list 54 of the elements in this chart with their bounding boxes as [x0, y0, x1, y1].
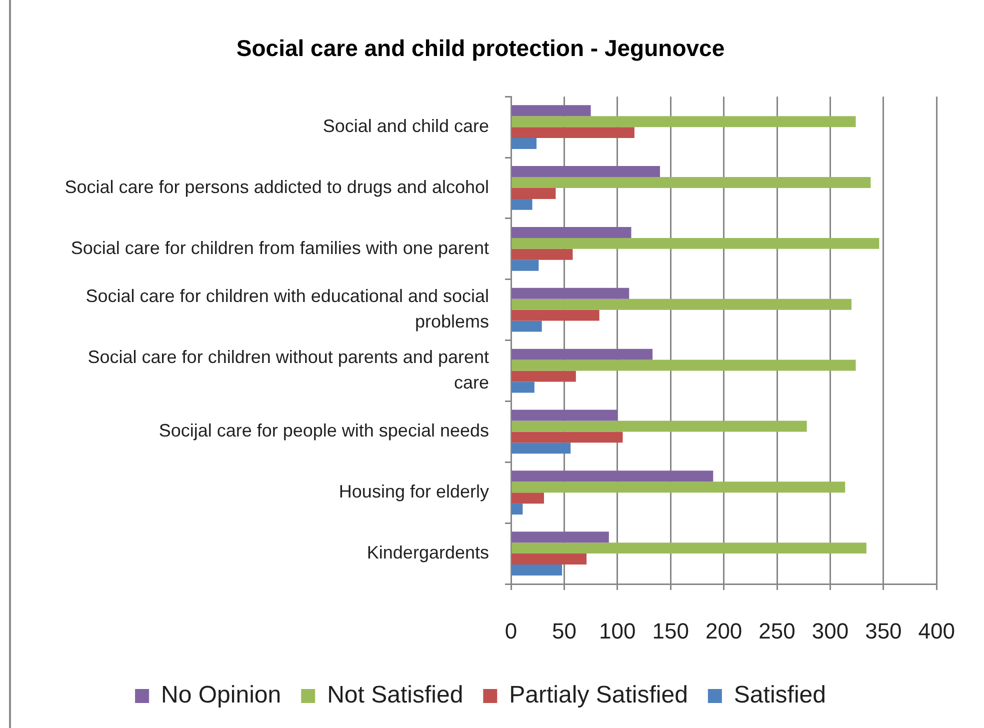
- legend-label: No Opinion: [161, 682, 282, 709]
- bar: [512, 382, 534, 393]
- y-tick-label: Socijal care for people with special needs: [158, 420, 489, 441]
- bar: [512, 138, 537, 149]
- x-tick-label: 350: [865, 618, 902, 644]
- bar: [512, 248, 573, 260]
- bar: [512, 177, 871, 188]
- bar: [512, 554, 587, 565]
- bar: [512, 166, 660, 178]
- y-tick-label: Social care for children from families with one parent: [70, 238, 489, 258]
- bar: [512, 298, 852, 310]
- bar: [512, 360, 856, 371]
- y-tick-label: Kindergardents: [366, 542, 489, 563]
- y-tick-label: Social care for persons addicted to drugs and alcohol: [64, 176, 489, 197]
- bar: [512, 532, 609, 543]
- y-tick-label: Social care for children without parents and parent care: [88, 347, 489, 392]
- x-tick-label: 50: [552, 618, 576, 644]
- bar: [512, 420, 807, 432]
- bar: [512, 226, 632, 238]
- y-tick-label: Social care for children with educational and social problems: [86, 286, 489, 332]
- bar: [512, 348, 653, 360]
- x-tick-label: 300: [812, 618, 849, 644]
- bar: [512, 370, 576, 382]
- y-tick-label: Social and child care: [322, 116, 489, 136]
- y-tick-label: Housing for elderly: [338, 482, 489, 502]
- bar: [512, 198, 532, 210]
- bar: [512, 188, 556, 199]
- bar: [512, 105, 591, 116]
- x-tick-label: 150: [652, 618, 689, 644]
- bar: [512, 492, 544, 504]
- x-tick-label: 250: [758, 618, 796, 644]
- bar: [512, 504, 523, 515]
- legend-label: Satisfied: [734, 682, 826, 709]
- x-tick-label: 400: [918, 618, 956, 644]
- bar: [512, 432, 623, 443]
- bar: [512, 442, 571, 454]
- bar: [512, 482, 846, 493]
- chart-title: Social care and child protection - Jegunovce: [236, 35, 725, 62]
- x-tick-label: 100: [599, 618, 636, 644]
- x-tick-label: 200: [705, 618, 742, 644]
- bar: [512, 127, 634, 138]
- legend-label: Partialy Satisfied: [509, 682, 688, 709]
- bar: [512, 260, 539, 271]
- bar: [512, 116, 856, 128]
- bar: [512, 310, 600, 321]
- bar: [512, 564, 562, 576]
- bar: [512, 320, 542, 332]
- legend-label: Not Satisfied: [327, 682, 464, 709]
- bar: [512, 470, 714, 482]
- bar: [512, 542, 866, 554]
- bar: [512, 410, 618, 421]
- bar: [512, 238, 880, 249]
- bar: [512, 288, 630, 299]
- x-tick-label: 0: [504, 618, 518, 644]
